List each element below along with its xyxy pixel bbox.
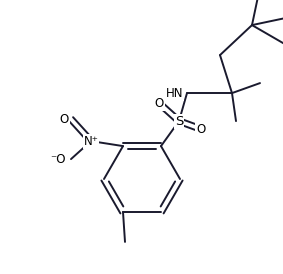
Text: O: O [196,122,206,136]
Text: HN: HN [166,87,183,99]
Text: O: O [154,97,164,110]
Text: N⁺: N⁺ [83,135,98,148]
Text: ⁻O: ⁻O [50,153,66,165]
Text: S: S [175,115,183,128]
Text: O: O [60,113,69,125]
